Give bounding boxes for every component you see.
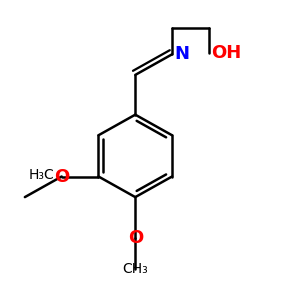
Text: OH: OH [211,44,242,62]
Text: N: N [174,45,189,63]
Text: O: O [128,229,143,247]
Text: CH₃: CH₃ [122,262,148,276]
Text: H₃C: H₃C [28,168,54,182]
Text: O: O [54,167,69,185]
